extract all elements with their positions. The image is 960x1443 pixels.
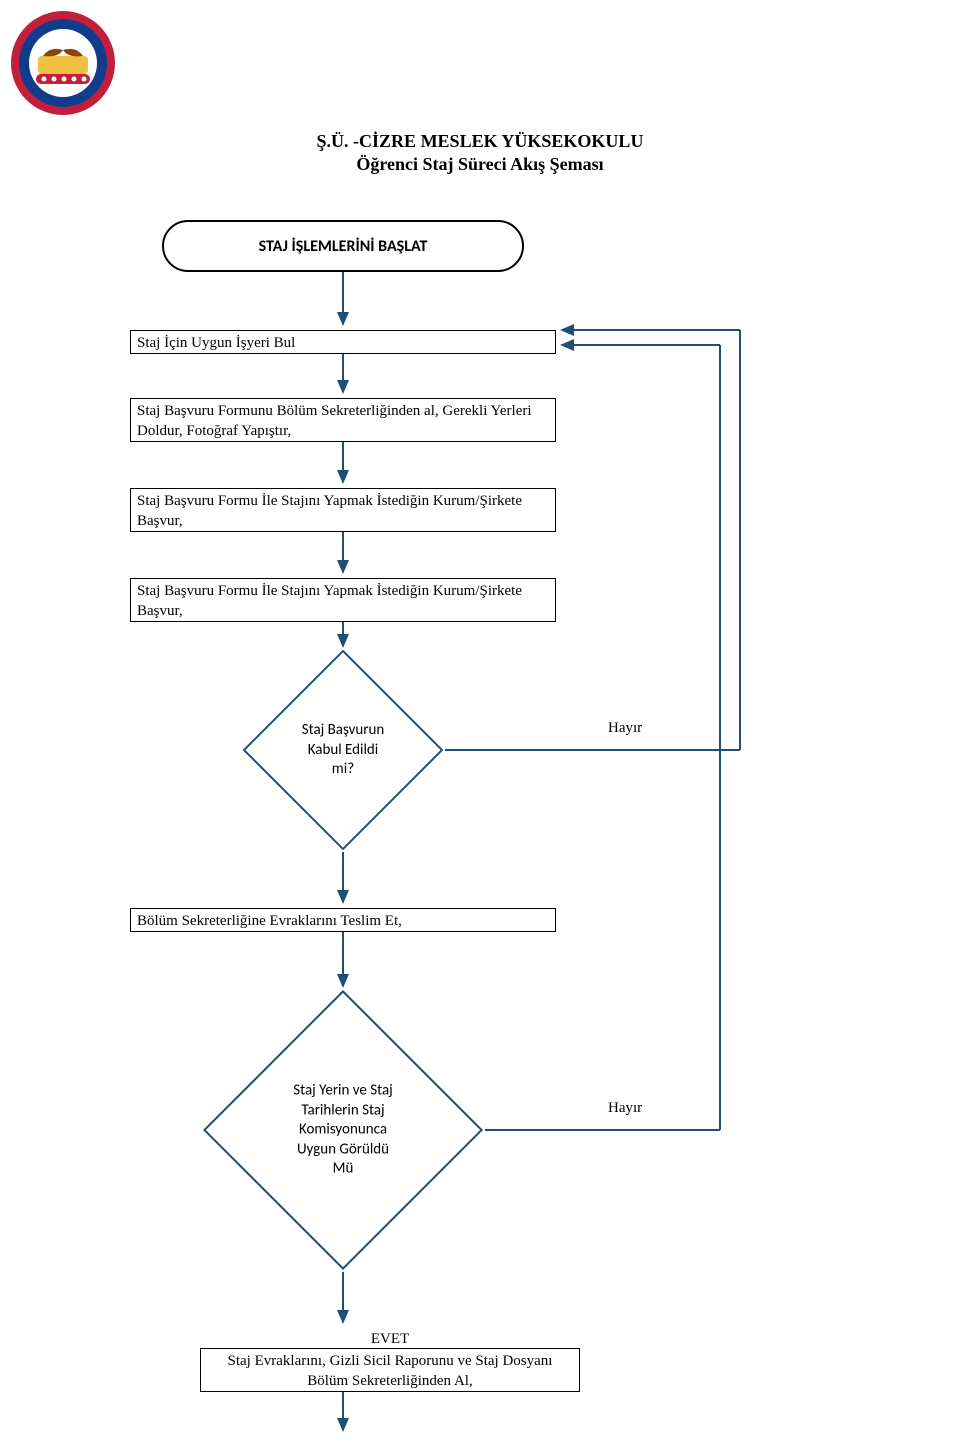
connectors [0, 0, 960, 1443]
flowchart-page: Ş.Ü. -CİZRE MESLEK YÜKSEKOKULU Öğrenci S… [0, 0, 960, 1443]
